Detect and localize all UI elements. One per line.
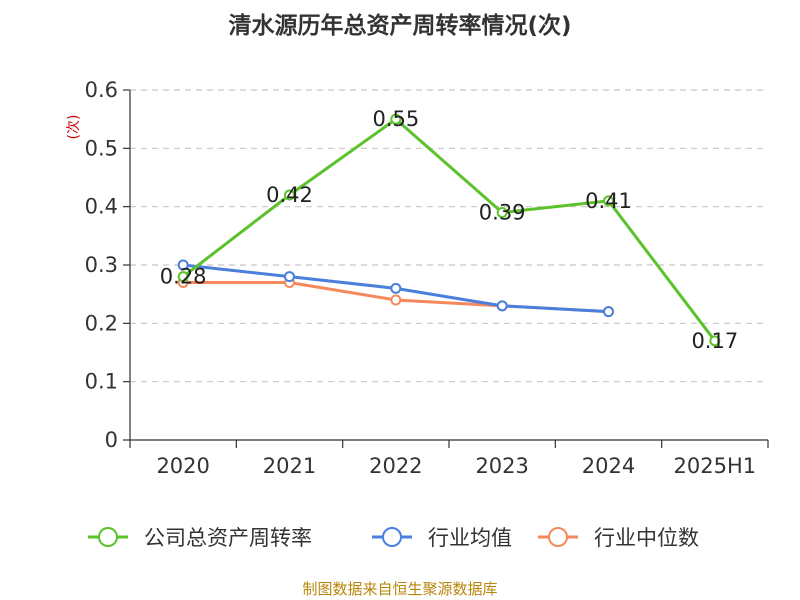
- legend-label: 行业均值: [428, 526, 512, 550]
- source-note: 制图数据来自恒生聚源数据库: [302, 580, 497, 598]
- grid-lines: [130, 89, 768, 383]
- y-tick-label: 0.5: [85, 136, 118, 160]
- y-tick-label: 0.6: [85, 78, 118, 102]
- data-labels: 0.28 0.42 0.55 0.39 0.41 0.17: [160, 107, 738, 353]
- x-tick-label: 2025H1: [674, 454, 757, 478]
- legend-item[interactable]: 行业中位数: [538, 526, 699, 550]
- y-tick-label: 0: [105, 428, 118, 452]
- x-tick-label: 2021: [263, 454, 316, 478]
- data-point[interactable]: [390, 113, 402, 125]
- series-0: [177, 113, 721, 347]
- y-tick-labels: 0 0.1 0.2 0.3 0.4 0.5 0.6: [85, 78, 118, 452]
- legend-swatch-marker: [98, 527, 118, 547]
- data-label: 0.39: [479, 201, 526, 225]
- legend-swatch-marker: [548, 527, 568, 547]
- y-tick-label: 0.1: [85, 370, 118, 394]
- y-tick-label: 0.4: [85, 195, 118, 219]
- y-tick-label: 0.3: [85, 253, 118, 277]
- data-label: 0.17: [691, 329, 738, 353]
- axes: [123, 89, 769, 448]
- legend: 公司总资产周转率 行业均值 行业中位数: [88, 526, 699, 550]
- data-point[interactable]: [177, 271, 189, 283]
- legend-item[interactable]: 公司总资产周转率: [88, 526, 312, 550]
- x-tick-labels: 2020 2021 2022 2023 2024 2025H1: [156, 454, 756, 478]
- data-point[interactable]: [390, 282, 402, 294]
- data-point[interactable]: [709, 335, 721, 347]
- series-line: [182, 117, 717, 342]
- x-tick-label: 2020: [156, 454, 209, 478]
- x-tick-label: 2024: [582, 454, 635, 478]
- data-point[interactable]: [603, 195, 614, 207]
- legend-swatch-marker: [382, 527, 402, 547]
- legend-item[interactable]: 行业均值: [372, 526, 512, 550]
- data-point[interactable]: [496, 300, 508, 312]
- x-tick-label: 2022: [369, 454, 422, 478]
- legend-label: 公司总资产周转率: [144, 526, 312, 550]
- data-point[interactable]: [603, 306, 614, 318]
- data-label: 0.41: [585, 189, 632, 213]
- x-tick-label: 2023: [475, 454, 528, 478]
- data-label: 0.42: [266, 183, 313, 207]
- chart-title: 清水源历年总资产周转率情况(次): [228, 12, 571, 39]
- y-tick-label: 0.2: [85, 311, 118, 335]
- series-lines: [177, 113, 721, 347]
- data-label: 0.55: [372, 107, 419, 131]
- legend-label: 行业中位数: [594, 526, 699, 550]
- series-1: [177, 259, 614, 318]
- data-point[interactable]: [284, 271, 295, 283]
- data-point[interactable]: [390, 294, 402, 306]
- data-point[interactable]: [496, 207, 508, 218]
- data-label: 0.28: [160, 265, 207, 289]
- data-point[interactable]: [177, 259, 189, 271]
- y-axis-unit: (次): [66, 115, 82, 140]
- data-point[interactable]: [284, 189, 295, 201]
